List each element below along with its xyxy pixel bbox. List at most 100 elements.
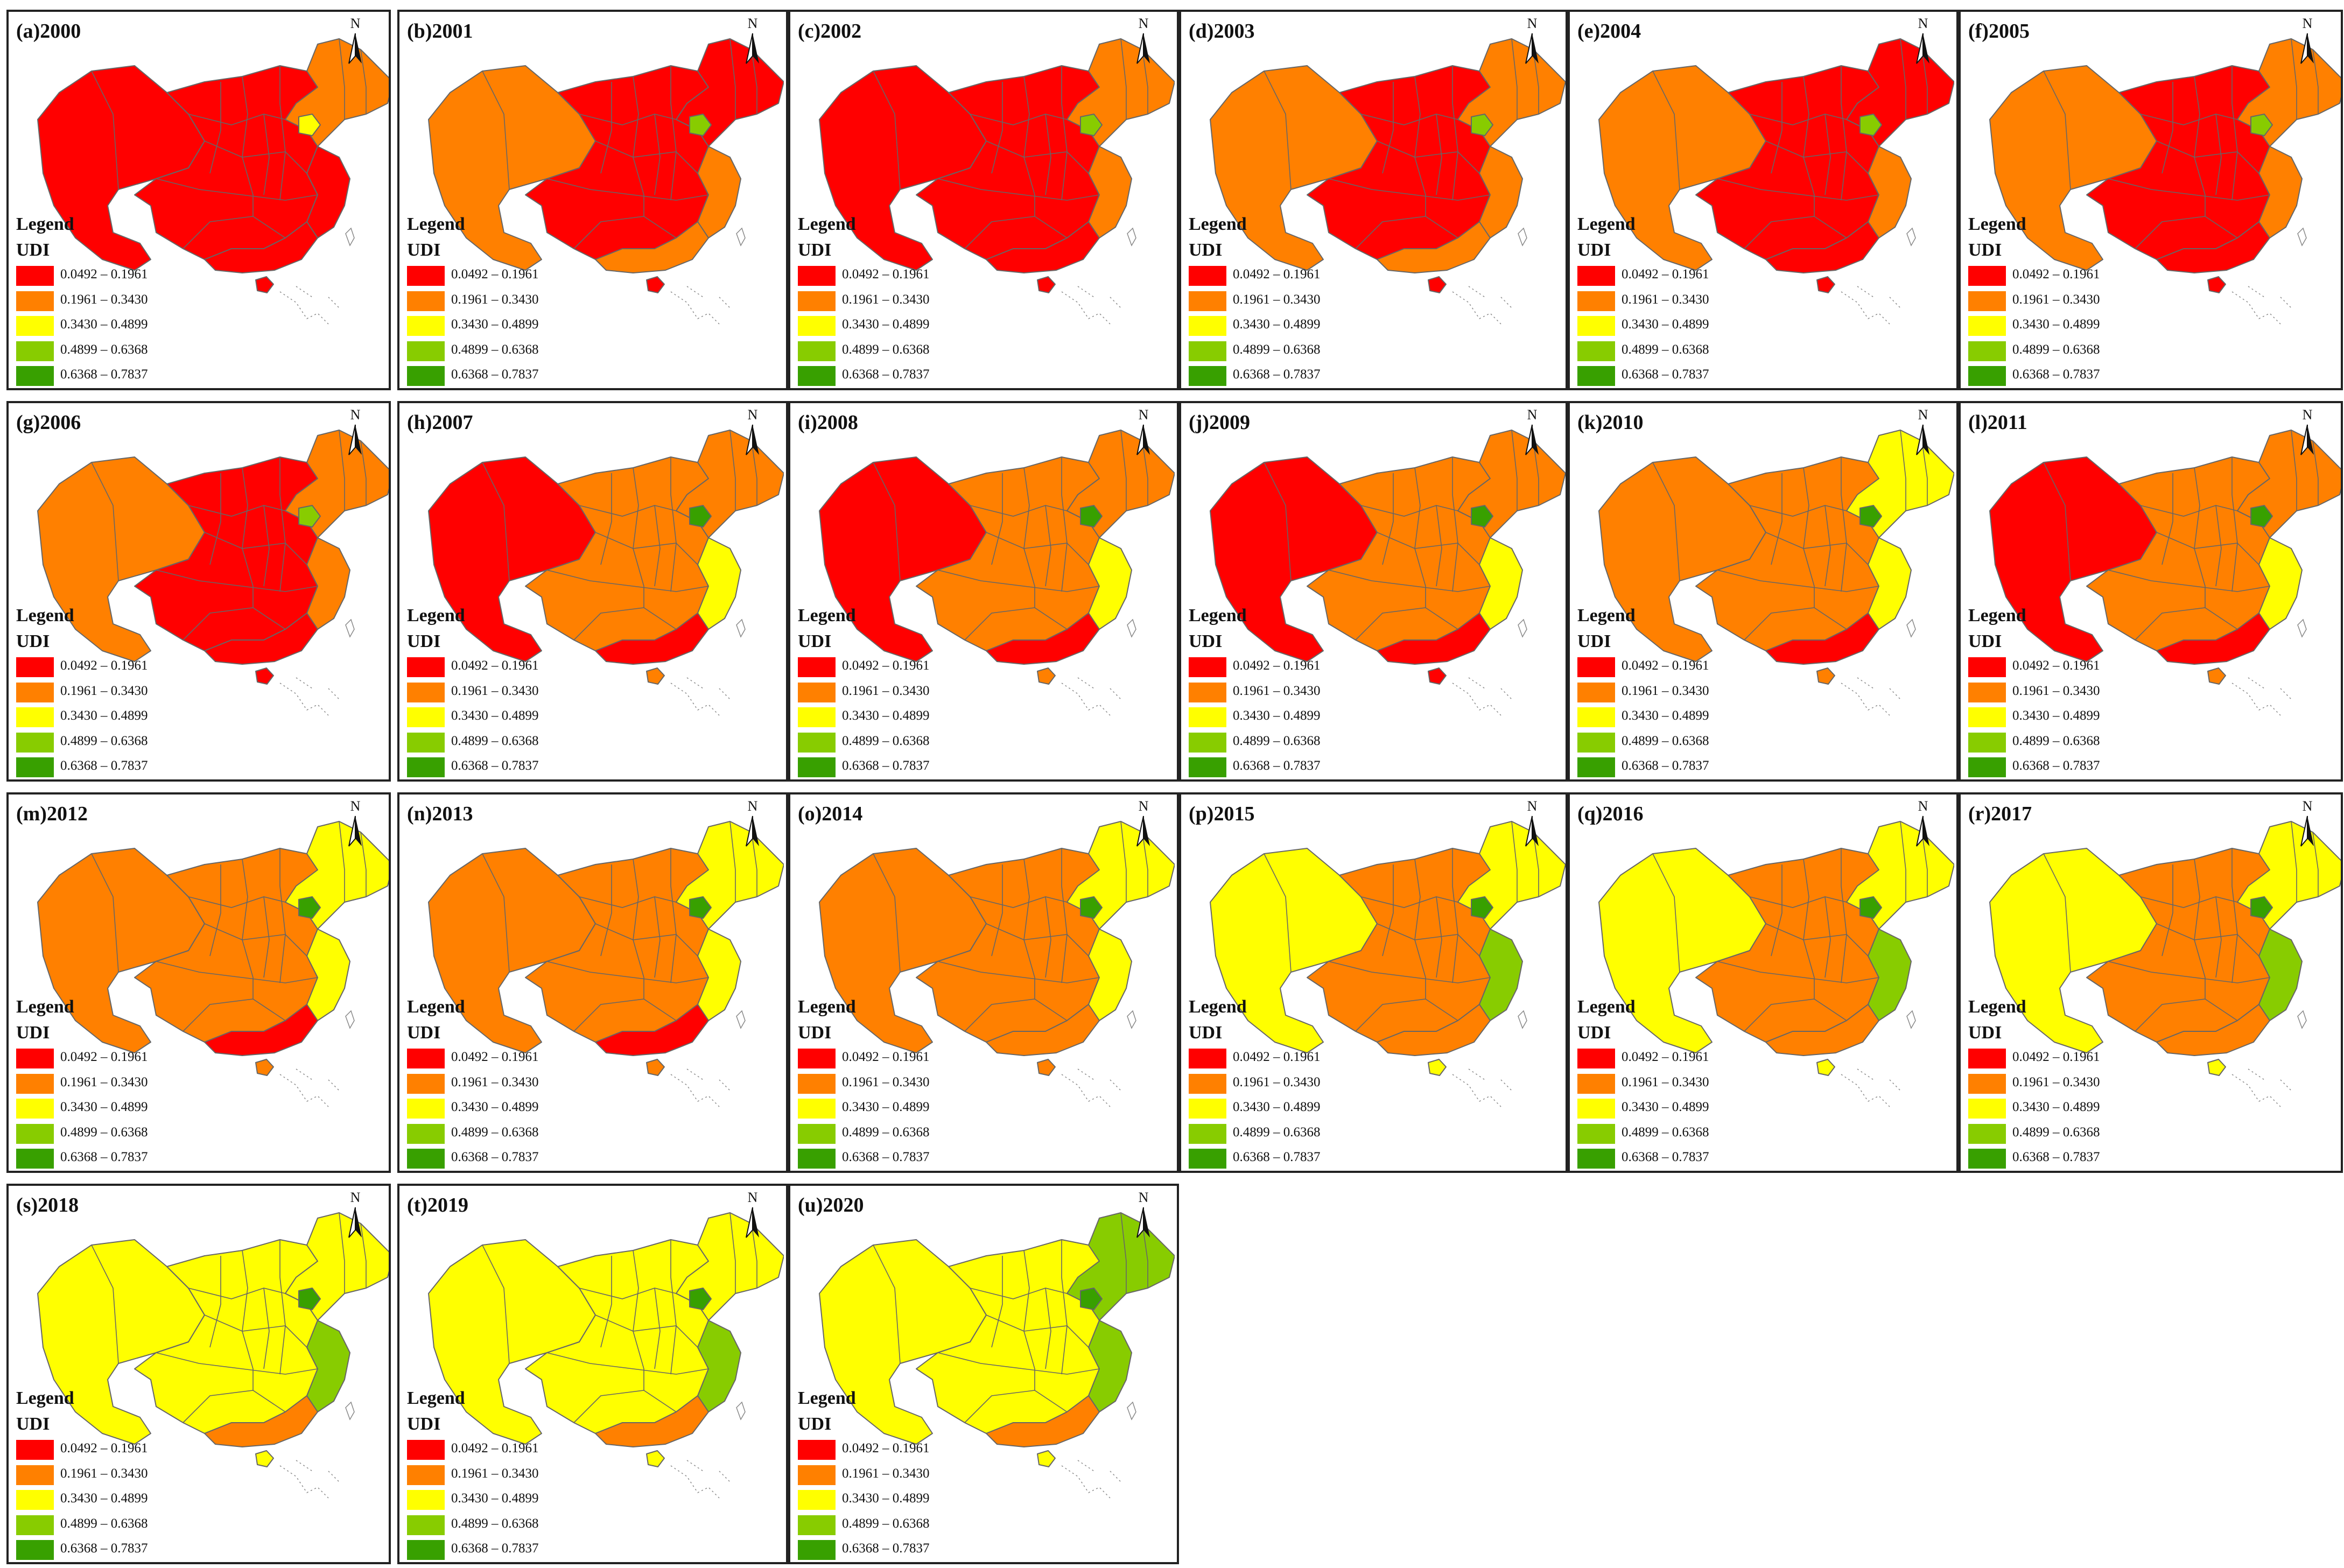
north-label: N bbox=[1138, 1190, 1149, 1205]
taiwan-outline bbox=[345, 618, 355, 638]
region-beijing bbox=[298, 896, 321, 919]
legend-label: 0.0492 – 0.1961 bbox=[2012, 267, 2100, 282]
north-label: N bbox=[350, 1190, 361, 1205]
province-boundary bbox=[1023, 76, 1035, 216]
north-arrow-icon: N bbox=[1128, 407, 1159, 457]
region-south bbox=[204, 221, 318, 273]
legend-label: 0.0492 – 0.1961 bbox=[1233, 267, 1321, 282]
legend-label: 0.4899 – 0.6368 bbox=[60, 1124, 148, 1140]
legend-heading: Legend bbox=[407, 1388, 465, 1408]
region-west bbox=[428, 848, 596, 1053]
region-coast bbox=[697, 537, 741, 630]
province-boundary bbox=[2312, 49, 2319, 114]
legend-swatch bbox=[798, 1465, 836, 1485]
legend-swatch bbox=[1189, 316, 1226, 336]
province-boundary bbox=[279, 457, 286, 592]
province-boundary bbox=[156, 178, 318, 201]
legend-swatch bbox=[1577, 1049, 1615, 1068]
legend-swatch bbox=[798, 1540, 836, 1560]
north-label: N bbox=[350, 16, 361, 31]
panel-title: (a)2000 bbox=[16, 20, 81, 43]
taiwan-outline bbox=[2297, 618, 2307, 638]
province-boundary bbox=[964, 1390, 1068, 1423]
province-boundary bbox=[1023, 1250, 1035, 1390]
legend-swatch bbox=[1968, 1073, 2006, 1094]
province-boundary bbox=[1749, 896, 1847, 908]
legend-swatch bbox=[407, 657, 445, 677]
province-boundary bbox=[1533, 440, 1539, 505]
region-beijing bbox=[1080, 1288, 1103, 1310]
province-boundary bbox=[2043, 71, 2071, 190]
south-china-sea-islands bbox=[2231, 1068, 2292, 1107]
north-arrow-icon: N bbox=[340, 16, 370, 66]
legend-label: 0.1961 – 0.3430 bbox=[1622, 683, 1709, 698]
legend-swatch bbox=[407, 707, 445, 727]
province-boundary bbox=[279, 1240, 286, 1375]
province-boundary bbox=[1045, 505, 1051, 587]
region-hainan bbox=[1037, 1059, 1056, 1076]
south-china-sea-islands bbox=[670, 677, 731, 716]
region-coast bbox=[306, 929, 350, 1021]
region-south bbox=[1765, 1004, 1879, 1056]
legend-label: 0.3430 – 0.4899 bbox=[842, 708, 930, 723]
province-boundary bbox=[1436, 114, 1442, 195]
region-south bbox=[986, 1004, 1100, 1056]
region-beijing bbox=[1080, 505, 1103, 528]
legend-swatch bbox=[798, 1149, 836, 1169]
province-boundary bbox=[2231, 457, 2238, 592]
province-boundary bbox=[573, 216, 677, 249]
province-boundary bbox=[1061, 457, 1068, 592]
province-boundary bbox=[1328, 961, 1491, 983]
legend-label: 0.4899 – 0.6368 bbox=[842, 342, 930, 357]
legend-swatch bbox=[798, 1049, 836, 1068]
province-boundary bbox=[1900, 430, 1906, 511]
legend-label: 0.0492 – 0.1961 bbox=[842, 658, 930, 673]
legend-heading: Legend bbox=[798, 214, 856, 234]
legend-swatch bbox=[16, 366, 54, 386]
region-south bbox=[595, 1004, 709, 1056]
province-boundary bbox=[242, 76, 254, 216]
province-boundary bbox=[751, 832, 757, 897]
province-boundary bbox=[633, 467, 644, 608]
province-boundary bbox=[2043, 853, 2071, 973]
region-coast bbox=[1479, 929, 1523, 1021]
panel-title: (n)2013 bbox=[407, 803, 473, 825]
legend-label: 0.0492 – 0.1961 bbox=[60, 1441, 148, 1456]
legend-label: 0.6368 – 0.7837 bbox=[451, 758, 539, 773]
province-boundary bbox=[1377, 140, 1480, 174]
region-hainan bbox=[1816, 667, 1835, 685]
region-hainan bbox=[646, 1059, 665, 1076]
south-china-sea-islands bbox=[279, 1068, 340, 1107]
legend-label: 0.6368 – 0.7837 bbox=[842, 1150, 930, 1164]
province-boundary bbox=[1045, 114, 1051, 195]
north-label: N bbox=[747, 16, 758, 31]
region-hainan bbox=[1816, 1059, 1835, 1076]
province-boundary bbox=[1264, 71, 1292, 190]
legend-label: 0.3430 – 0.4899 bbox=[1622, 317, 1709, 332]
legend-swatch bbox=[1577, 732, 1615, 753]
region-coast bbox=[1088, 929, 1132, 1021]
legend-swatch bbox=[798, 1515, 836, 1535]
north-arrow-icon: N bbox=[1517, 16, 1547, 66]
legend-swatch bbox=[1577, 266, 1615, 286]
legend-label: 0.0492 – 0.1961 bbox=[1233, 1050, 1321, 1064]
map-panel: (p)2015 N Legend UDI 0.0492 – 0.1961 0.1961 –… bbox=[1179, 792, 1568, 1173]
taiwan-outline bbox=[1906, 1010, 1916, 1029]
legend-label: 0.6368 – 0.7837 bbox=[1233, 367, 1321, 382]
province-boundary bbox=[633, 859, 644, 999]
province-boundary bbox=[573, 1390, 677, 1423]
legend-label: 0.0492 – 0.1961 bbox=[842, 267, 930, 282]
province-boundary bbox=[1511, 430, 1518, 511]
legend-subheading: UDI bbox=[1968, 631, 2002, 651]
legend-swatch bbox=[798, 657, 836, 677]
province-boundary bbox=[1452, 457, 1458, 592]
legend-subheading: UDI bbox=[1577, 240, 1611, 260]
province-boundary bbox=[873, 71, 901, 190]
legend-swatch bbox=[798, 682, 836, 702]
legend-swatch bbox=[1189, 1123, 1226, 1144]
north-arrow-icon: N bbox=[1128, 1190, 1159, 1240]
map-panel: (q)2016 N Legend UDI 0.0492 – 0.1961 0.1961 –… bbox=[1568, 792, 1959, 1173]
region-beijing bbox=[1471, 114, 1493, 136]
province-boundary bbox=[1264, 853, 1292, 973]
legend-label: 0.4899 – 0.6368 bbox=[842, 1516, 930, 1531]
